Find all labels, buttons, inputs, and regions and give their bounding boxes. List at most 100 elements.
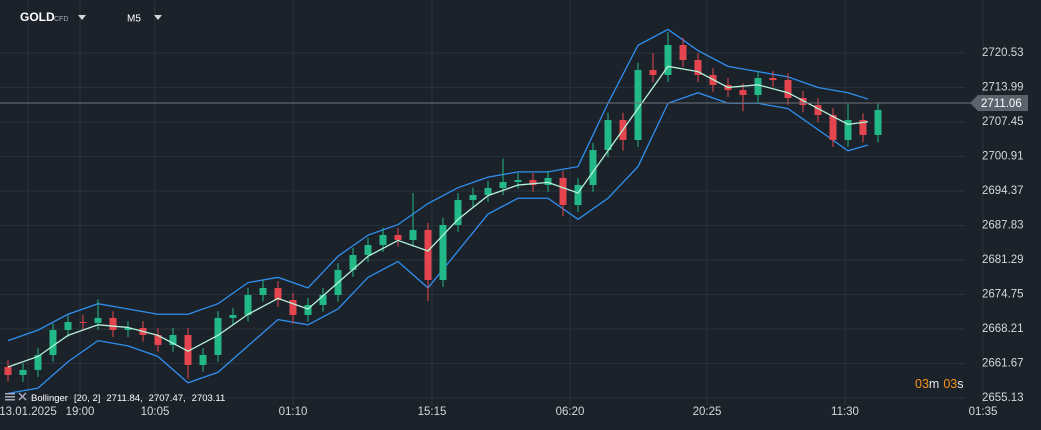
candle-body <box>259 288 267 295</box>
timeframe-dropdown[interactable] <box>154 15 162 20</box>
y-tick-label: 2713.99 <box>982 82 1024 94</box>
countdown-unit: s <box>957 377 963 391</box>
countdown-unit: m <box>929 377 939 391</box>
candle-body <box>484 187 492 196</box>
symbol[interactable]: GOLD <box>20 10 55 24</box>
candle-body <box>829 114 837 140</box>
candle-body <box>394 234 402 241</box>
candle-body <box>799 98 807 106</box>
symbol-type: CFD <box>54 16 68 23</box>
candle-body <box>19 369 27 375</box>
candle-body <box>544 177 552 185</box>
candle-body <box>229 315 237 318</box>
candle-body <box>649 69 657 76</box>
band-middle <box>7 65 869 368</box>
candle-body <box>844 120 852 140</box>
x-tick-label: 01:35 <box>969 406 998 418</box>
y-tick-label: 2720.53 <box>982 47 1024 59</box>
candle-body <box>694 59 702 76</box>
candle-body <box>874 109 882 135</box>
candle-body <box>244 294 252 316</box>
candle-body <box>214 317 222 355</box>
candle-body <box>379 234 387 246</box>
indicator-value: 2703.11 <box>192 393 226 404</box>
plot-area <box>0 28 972 395</box>
countdown: 03m 03s <box>915 377 963 391</box>
band-lower <box>7 92 869 395</box>
candle-body <box>289 299 297 316</box>
candle-body <box>349 254 357 270</box>
last-price-tag <box>970 94 1028 111</box>
candle-body <box>64 321 72 330</box>
y-tick-label: 2707.45 <box>982 116 1024 128</box>
candle-body <box>184 335 192 365</box>
candle-body <box>664 44 672 76</box>
candle-body <box>274 288 282 300</box>
symbol-dropdown[interactable] <box>78 15 86 20</box>
indicator-name: Bollinger <box>31 393 68 404</box>
countdown-seconds: 03 <box>943 377 957 391</box>
candle-body <box>109 317 117 330</box>
countdown-minutes: 03 <box>915 377 929 391</box>
last-price-label: 2711.06 <box>981 98 1022 110</box>
indicator-icons[interactable] <box>5 392 27 401</box>
candle-body <box>754 78 762 95</box>
candle-body <box>574 184 582 205</box>
candle-body <box>769 78 777 81</box>
candle-body <box>499 181 507 188</box>
candle-body <box>409 229 417 241</box>
x-tick-label: 10:05 <box>141 406 170 418</box>
candle-body <box>559 177 567 205</box>
y-tick-label: 2655.13 <box>982 392 1024 404</box>
candle-body <box>604 120 612 151</box>
candle-body <box>79 321 87 323</box>
axes: 2720.53 2713.99 2707.45 2700.91 2694.37 2687.… <box>0 47 1028 418</box>
grid <box>0 0 984 405</box>
candle-body <box>199 354 207 365</box>
candle-body <box>169 335 177 345</box>
x-tick-label: 19:00 <box>66 406 95 418</box>
x-tick-label: 06:20 <box>556 406 585 418</box>
candle-body <box>4 367 12 375</box>
x-tick-label: 01:10 <box>279 406 308 418</box>
y-tick-label: 2681.29 <box>982 254 1024 266</box>
candle-body <box>814 105 822 115</box>
candle-body <box>454 199 462 225</box>
candle-body <box>529 179 537 185</box>
x-tick-label: 20:25 <box>693 406 722 418</box>
candle-body <box>634 69 642 140</box>
candle-body <box>304 304 312 316</box>
y-tick-label: 2694.37 <box>982 185 1024 197</box>
candle-body <box>424 229 432 280</box>
candle-body <box>154 335 162 345</box>
candle-body <box>859 120 867 135</box>
indicator-value: 2707.47, <box>149 393 186 404</box>
candle-body <box>469 195 477 200</box>
candle-body <box>364 245 372 255</box>
candle-body <box>124 327 132 330</box>
candle-body <box>34 354 42 370</box>
candle-body <box>439 224 447 280</box>
y-tick-label: 2674.75 <box>982 289 1024 301</box>
timeframe[interactable]: M5 <box>127 14 141 25</box>
indicator-value: 2711.84, <box>106 393 142 404</box>
y-tick-label: 2668.21 <box>982 323 1024 335</box>
band-upper <box>7 28 869 342</box>
y-tick-label: 2661.67 <box>982 358 1024 370</box>
indicator-legend: Bollinger [20, 2] 2711.84, 2707.47, 2703.11 <box>31 393 225 404</box>
candle-body <box>319 294 327 305</box>
indicator-params: [20, 2] <box>74 393 100 404</box>
x-tick-label: 11:30 <box>831 406 859 418</box>
candle-body <box>679 44 687 60</box>
candle-body <box>739 89 747 95</box>
y-tick-label: 2687.83 <box>982 220 1024 232</box>
x-tick-label: 15:15 <box>418 406 447 418</box>
y-tick-label: 2700.91 <box>982 151 1024 163</box>
candle-body <box>589 150 597 185</box>
candle-body <box>514 179 522 182</box>
candle-body <box>94 317 102 323</box>
candle-body <box>49 329 57 355</box>
candle-body <box>784 80 792 99</box>
